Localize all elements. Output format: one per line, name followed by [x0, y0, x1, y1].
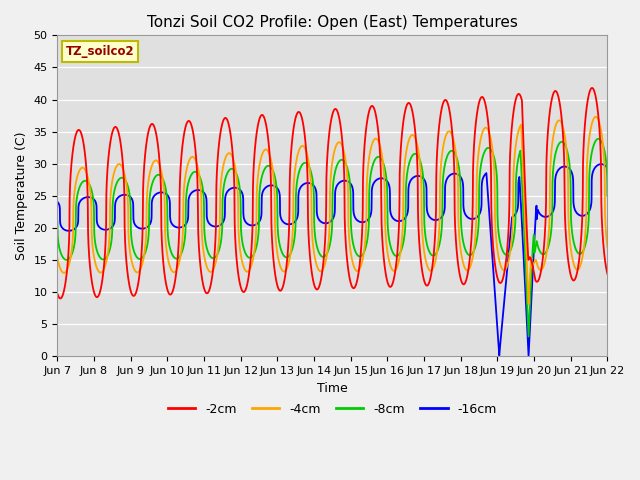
-16cm [453, 171, 461, 177]
-4cm [54, 255, 61, 261]
-16cm [315, 216, 323, 222]
Line: -2cm: -2cm [58, 88, 607, 299]
-16cm [525, 353, 532, 359]
-2cm [588, 85, 596, 91]
-4cm [525, 301, 532, 307]
-4cm [559, 125, 567, 131]
Line: -8cm: -8cm [58, 139, 607, 336]
Line: -16cm: -16cm [58, 164, 607, 356]
-2cm [604, 271, 611, 276]
-4cm [587, 127, 595, 132]
Line: -4cm: -4cm [58, 117, 607, 304]
-8cm [54, 218, 61, 224]
-8cm [285, 253, 292, 259]
-8cm [595, 136, 602, 142]
-4cm [453, 160, 461, 166]
-2cm [56, 296, 64, 301]
-16cm [559, 164, 567, 169]
-16cm [587, 204, 595, 210]
-16cm [54, 199, 61, 204]
Text: TZ_soilco2: TZ_soilco2 [66, 45, 134, 58]
X-axis label: Time: Time [317, 382, 348, 395]
-4cm [604, 244, 611, 250]
-8cm [315, 249, 323, 255]
-8cm [587, 157, 595, 163]
-8cm [604, 193, 611, 199]
-2cm [559, 135, 567, 141]
-2cm [285, 237, 292, 242]
-4cm [592, 114, 600, 120]
-4cm [285, 261, 292, 267]
-4cm [315, 267, 323, 273]
-16cm [285, 221, 292, 227]
-16cm [604, 165, 611, 171]
-2cm [289, 130, 297, 136]
-2cm [587, 86, 595, 92]
Y-axis label: Soil Temperature (C): Soil Temperature (C) [15, 132, 28, 260]
-8cm [525, 334, 532, 339]
-16cm [597, 161, 605, 167]
-4cm [289, 226, 297, 231]
-8cm [453, 156, 461, 161]
-2cm [315, 285, 323, 290]
-8cm [289, 244, 297, 250]
-8cm [559, 140, 567, 145]
-2cm [453, 252, 461, 258]
Legend: -2cm, -4cm, -8cm, -16cm: -2cm, -4cm, -8cm, -16cm [163, 398, 502, 420]
-16cm [289, 220, 297, 226]
Title: Tonzi Soil CO2 Profile: Open (East) Temperatures: Tonzi Soil CO2 Profile: Open (East) Temp… [147, 15, 518, 30]
-2cm [54, 291, 61, 297]
